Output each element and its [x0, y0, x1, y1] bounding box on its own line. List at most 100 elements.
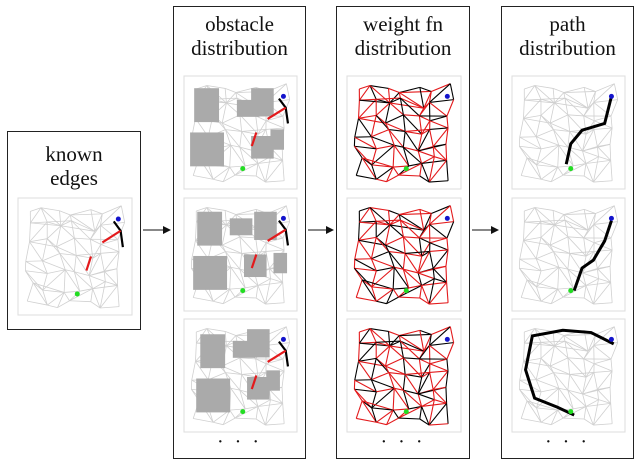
- path-map-1-edge: [534, 85, 555, 104]
- path-map-3-edge: [609, 370, 613, 388]
- path-map-2-edge: [569, 253, 587, 257]
- path-map-2-edge: [585, 251, 595, 257]
- weight-map-3-edge: [402, 357, 423, 378]
- weight-map-3-edge: [399, 341, 404, 358]
- obstacle-map-2-edge: [265, 242, 285, 251]
- obstacle-map-3-obstacle: [266, 370, 280, 391]
- weight-map-3-edge: [389, 335, 400, 347]
- path-map-2-edge: [569, 251, 594, 254]
- path-map-3-edge: [563, 335, 566, 342]
- weight-map-3-edge: [429, 326, 451, 346]
- obstacle-map-1-edge: [265, 180, 285, 183]
- path-map-1-edge: [595, 83, 615, 92]
- path-map-3-edge: [567, 357, 571, 375]
- obstacle-map-2-edge: [213, 300, 224, 305]
- weight-map-3-edge: [371, 407, 377, 423]
- known-edges-map-edge: [59, 253, 75, 272]
- obstacle-map-2-edge: [257, 278, 271, 286]
- weight-map-2-edge: [432, 268, 435, 279]
- weight-map-3-edge: [354, 379, 377, 393]
- weight-map-1-edge: [387, 88, 391, 103]
- weight-map-2-edge: [449, 205, 455, 222]
- path-map-3-edge: [593, 403, 612, 426]
- path-map-1-edge: [554, 92, 565, 104]
- known-edges-map-edge: [42, 260, 66, 271]
- weight-map-3-edge: [355, 400, 363, 419]
- obstacle-map-3-start-dot: [240, 409, 246, 415]
- known-edges-map-edge: [117, 239, 120, 252]
- weight-map-1-edge: [405, 130, 422, 135]
- path-map-3-edge: [558, 387, 568, 391]
- path-map-2-edge: [536, 251, 554, 260]
- known-edges-map-edge: [120, 205, 126, 223]
- obstacle-map-3-edge: [222, 409, 231, 425]
- path-map-3-edge: [567, 389, 587, 407]
- weight-map-2-edge: [384, 224, 391, 246]
- path-map-2-edge: [534, 207, 555, 226]
- path-map-3-edge: [554, 335, 565, 347]
- path-map-1-edge: [593, 129, 598, 147]
- weight-map-2-edge: [419, 297, 430, 305]
- known-edges-map-edge: [92, 285, 118, 290]
- weight-map-2-edge: [405, 252, 422, 257]
- weight-map-3-edge: [433, 386, 447, 391]
- weight-map-3-edge: [361, 400, 373, 409]
- weight-map-3-edge: [421, 402, 447, 408]
- obstacle-map-1-edge: [226, 92, 237, 104]
- path-map-3-edge: [526, 400, 537, 409]
- path-map-3-edge: [558, 388, 574, 410]
- weight-map-3-edge: [371, 372, 390, 381]
- path-map-2-edge: [593, 224, 612, 239]
- path-map-2-edge: [593, 221, 618, 225]
- path-map-2-edge: [523, 222, 525, 241]
- path-map-1-edge: [582, 150, 599, 158]
- path-map-3-edge: [540, 387, 559, 393]
- weight-map-2-edge: [398, 296, 420, 299]
- path-map-1-edge: [523, 114, 542, 119]
- weight-map-3-edge: [419, 329, 432, 335]
- weight-map-1-edge: [358, 98, 377, 119]
- path-map-3-edge: [563, 417, 585, 420]
- obstacle-map-1-edge: [229, 145, 232, 168]
- known-edges-map-edge: [73, 238, 77, 256]
- path-map-3-edge: [583, 418, 594, 426]
- obstacle-map-2-edge: [193, 297, 214, 302]
- path-map-2-edge: [540, 219, 565, 222]
- weight-map-2-edge: [361, 279, 394, 290]
- weight-map-2-edge: [388, 251, 404, 270]
- weight-map-2-edge: [370, 237, 377, 259]
- obstacle-map-3-obstacle: [196, 378, 231, 413]
- obstacle-map-1-edge: [234, 163, 259, 176]
- path-map-2-edge: [536, 270, 542, 287]
- path-map-3-edge: [524, 328, 535, 333]
- path-map-2-edge: [558, 267, 574, 289]
- weight-map-1-edge: [428, 160, 448, 183]
- known-edges-map-edge: [30, 221, 48, 224]
- obstacle-map-3-edge: [270, 399, 283, 404]
- obstacle-map-3-edge: [191, 361, 196, 381]
- path-map-3-edge: [564, 341, 569, 358]
- path-map-1-edge: [564, 97, 589, 109]
- obstacle-map-2-obstacle: [273, 252, 288, 274]
- obstacle-map-1-edge: [239, 147, 246, 167]
- weight-map-1-edge: [388, 129, 406, 132]
- path-title-2: distribution: [519, 36, 616, 60]
- path-map-1-edge: [554, 102, 589, 109]
- path-map-1-edge: [550, 166, 559, 182]
- path-map-2-edge: [585, 281, 611, 286]
- weight-map-2: [346, 197, 462, 312]
- path-map-3-edge: [551, 417, 564, 426]
- weight-map-1-edge: [408, 162, 422, 167]
- weight-map-1-edge: [402, 147, 410, 167]
- path-map-3-edge: [567, 357, 584, 360]
- known-edges-map-edge: [74, 237, 94, 259]
- known-edges-map-edge: [100, 221, 125, 226]
- weight-map-1-frame: [346, 75, 462, 190]
- known-edges-map-edge: [105, 281, 118, 286]
- weight-map-1-edge: [446, 160, 449, 181]
- obstacle-map-1-edge: [221, 122, 242, 132]
- known-edges-map-edge: [42, 290, 48, 306]
- known-edges-map-edge: [70, 213, 103, 216]
- path-map-3-edge: [519, 361, 524, 381]
- obstacle-map-2-obstacle: [254, 211, 277, 240]
